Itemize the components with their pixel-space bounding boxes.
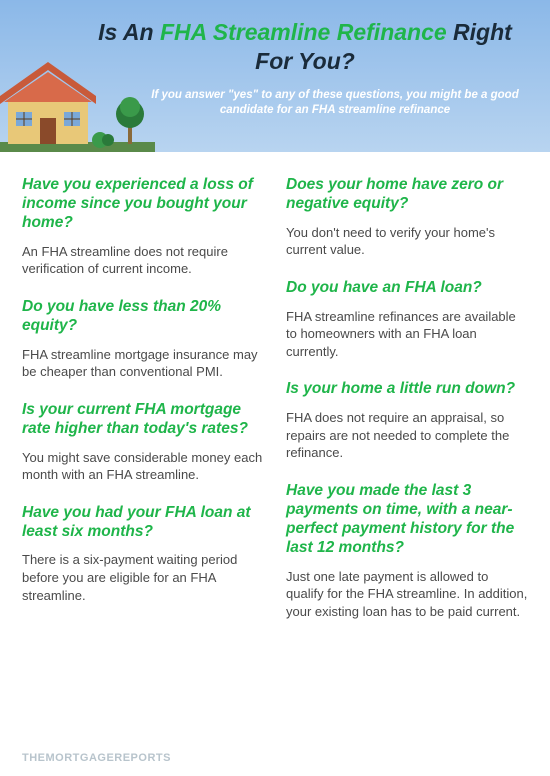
title-highlight: FHA Streamline Refinance xyxy=(160,19,447,45)
question-text: Have you made the last 3 payments on tim… xyxy=(286,482,528,558)
house-illustration xyxy=(0,52,155,152)
qa-block: Is your current FHA mortgage rate higher… xyxy=(22,401,264,484)
question-text: Is your current FHA mortgage rate higher… xyxy=(22,401,264,439)
content-grid: Have you experienced a loss of income si… xyxy=(0,152,550,650)
qa-block: Have you had your FHA loan at least six … xyxy=(22,504,264,604)
question-text: Have you experienced a loss of income si… xyxy=(22,176,264,233)
footer-brand: THEMORTGAGEREPORTS xyxy=(22,752,171,764)
answer-text: FHA does not require an appraisal, so re… xyxy=(286,409,528,462)
answer-text: Just one late payment is allowed to qual… xyxy=(286,568,528,621)
answer-text: There is a six-payment waiting period be… xyxy=(22,551,264,604)
question-text: Do you have an FHA loan? xyxy=(286,279,528,298)
title-prefix: Is An xyxy=(98,19,160,45)
answer-text: You might save considerable money each m… xyxy=(22,449,264,484)
answer-text: FHA streamline refinances are available … xyxy=(286,308,528,361)
qa-block: Do you have an FHA loan? FHA streamline … xyxy=(286,279,528,361)
question-text: Does your home have zero or negative equ… xyxy=(286,176,528,214)
qa-block: Is your home a little run down? FHA does… xyxy=(286,380,528,462)
answer-text: FHA streamline mortgage insurance may be… xyxy=(22,346,264,381)
qa-block: Does your home have zero or negative equ… xyxy=(286,176,528,259)
question-text: Do you have less than 20% equity? xyxy=(22,298,264,336)
qa-block: Do you have less than 20% equity? FHA st… xyxy=(22,298,264,381)
answer-text: An FHA streamline does not require verif… xyxy=(22,243,264,278)
header: Is An FHA Streamline Refinance Right For… xyxy=(0,0,550,152)
answer-text: You don't need to verify your home's cur… xyxy=(286,224,528,259)
question-text: Is your home a little run down? xyxy=(286,380,528,399)
left-column: Have you experienced a loss of income si… xyxy=(22,176,264,640)
qa-block: Have you made the last 3 payments on tim… xyxy=(286,482,528,620)
question-text: Have you had your FHA loan at least six … xyxy=(22,504,264,542)
qa-block: Have you experienced a loss of income si… xyxy=(22,176,264,278)
right-column: Does your home have zero or negative equ… xyxy=(286,176,528,640)
